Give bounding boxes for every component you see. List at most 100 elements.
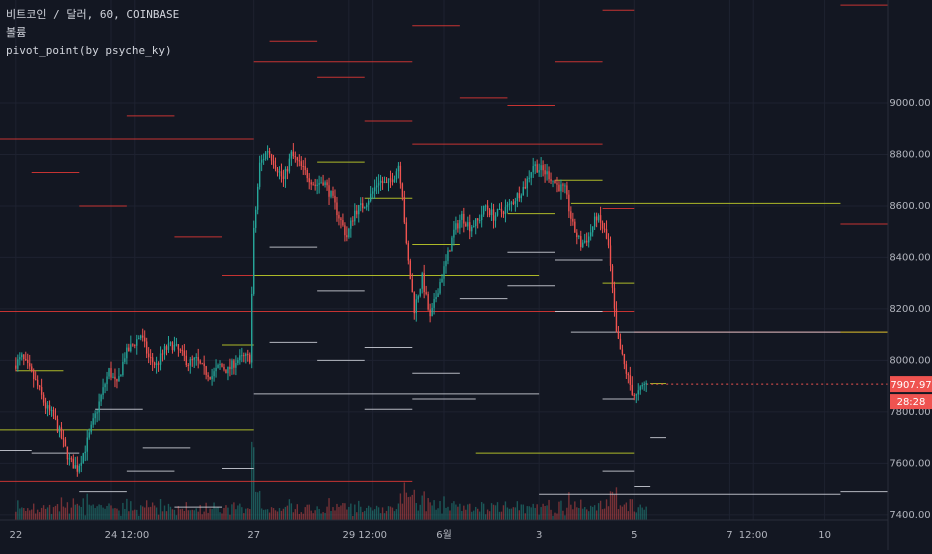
legend-indicator[interactable]: pivot_point(by psyche_ky) — [6, 44, 172, 57]
candle-body — [433, 299, 435, 308]
volume-bar — [544, 505, 546, 520]
candle-body — [621, 349, 624, 355]
candle-body — [23, 354, 25, 360]
volume-bar — [496, 502, 499, 520]
candle-body — [486, 205, 489, 210]
volume-bar — [322, 512, 324, 520]
candle-body — [15, 365, 17, 369]
volume-bar — [453, 501, 455, 520]
candle-body — [138, 338, 140, 340]
legend-volume[interactable]: 볼륨 — [6, 26, 27, 39]
candle-body — [33, 371, 35, 380]
volume-bar — [268, 512, 271, 520]
candle-body — [197, 357, 199, 361]
volume-bar — [312, 513, 314, 520]
volume-bar — [603, 508, 606, 520]
candle-body — [401, 183, 404, 197]
volume-bar — [211, 509, 213, 520]
candle-body — [641, 385, 643, 387]
volume-bar — [484, 514, 487, 520]
candle-body — [548, 171, 550, 180]
candle-body — [169, 342, 172, 344]
volume-bar — [580, 499, 582, 520]
volume-bar — [42, 505, 45, 520]
legend-symbol[interactable]: 비트코인 / 달러, 60, COINBASE — [6, 8, 180, 21]
volume-bar — [142, 506, 144, 520]
candle-body — [155, 363, 158, 366]
candle-body — [500, 208, 503, 212]
candle-body — [593, 216, 596, 227]
candle-body — [369, 193, 372, 201]
candle-body — [237, 360, 239, 363]
candle-body — [68, 458, 71, 460]
candle-body — [625, 364, 628, 374]
candle-body — [50, 409, 53, 411]
volume-bar — [530, 507, 532, 520]
candle-body — [405, 222, 408, 244]
candle-body — [576, 232, 578, 238]
candle-body — [364, 207, 366, 209]
time-tick-label: 5 — [631, 530, 637, 541]
volume-bar — [441, 513, 443, 520]
volume-bar — [328, 498, 330, 520]
volume-bar — [631, 499, 633, 520]
volume-bar — [282, 508, 285, 520]
candle-body — [617, 332, 620, 339]
candle-body — [264, 152, 267, 159]
candle-body — [46, 405, 49, 409]
candle-body — [538, 170, 540, 173]
price-axis[interactable]: 7400.00 7600.00 7800.00 8000.00 8200.00 8400.… — [887, 0, 931, 550]
volume-bar — [627, 511, 630, 520]
volume-bar — [346, 509, 348, 520]
time-axis[interactable]: 22 24 12:00 27 29 12:00 6월 3 5 7 12:00 10 — [0, 519, 888, 541]
time-tick-label: 24 — [105, 530, 118, 541]
volume-bar — [425, 511, 427, 520]
volume-bar — [278, 508, 281, 520]
candle-body — [78, 465, 80, 472]
volume-bar — [284, 506, 287, 520]
candle-body — [227, 366, 229, 374]
volume-bar — [336, 503, 338, 520]
volume-bar — [235, 509, 237, 520]
candle-body — [181, 350, 184, 352]
volume-bar — [433, 500, 435, 520]
volume-bar — [377, 507, 380, 520]
volume-bar — [566, 507, 568, 520]
volume-bar — [381, 507, 384, 520]
volume-bar — [258, 490, 261, 520]
price-tick-label: 8600.00 — [889, 201, 930, 212]
candle-body — [566, 185, 568, 195]
volume-bar — [21, 507, 23, 520]
candle-body — [205, 366, 207, 376]
volume-bar — [272, 508, 275, 520]
volume-bar — [48, 504, 51, 520]
candle-body — [203, 363, 205, 367]
volume-bar — [435, 509, 437, 520]
candle-body — [518, 193, 521, 199]
candle-body — [409, 260, 411, 280]
candle-body — [72, 458, 75, 469]
candle-body — [477, 218, 479, 221]
candle-body — [375, 185, 378, 188]
candle-body — [80, 462, 82, 466]
candle-body — [187, 365, 189, 367]
candle-body — [399, 165, 402, 184]
volume-bar — [260, 508, 263, 520]
volume-bar — [518, 510, 521, 520]
volume-bar — [508, 508, 511, 520]
candle-body — [455, 223, 457, 230]
volume-bar — [409, 496, 411, 520]
candle-body — [516, 193, 519, 202]
candle-body — [310, 182, 312, 185]
volume-bar — [310, 510, 312, 520]
volume-bar — [506, 507, 509, 520]
volume-bar — [350, 503, 352, 520]
volume-bar — [467, 504, 469, 520]
candle-body — [360, 203, 362, 206]
volume-bar — [480, 502, 483, 520]
volume-bar — [86, 493, 88, 520]
candle-body — [496, 209, 499, 216]
volume-bar — [564, 515, 566, 520]
